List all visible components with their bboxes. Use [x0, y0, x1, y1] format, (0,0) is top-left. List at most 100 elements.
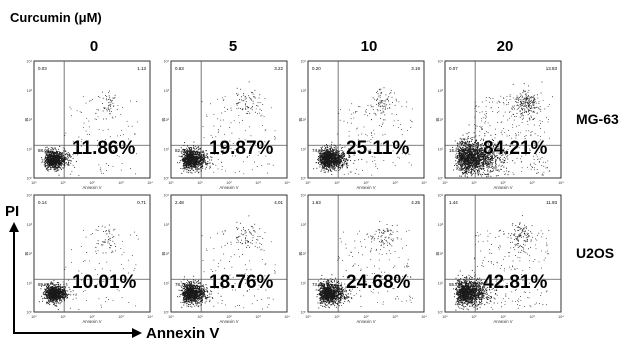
scatter-point [51, 162, 53, 164]
scatter-point [55, 154, 57, 156]
scatter-point [46, 150, 48, 152]
scatter-point [111, 116, 113, 118]
y-tick-label: 10⁴ [26, 60, 32, 64]
scatter-point [234, 172, 236, 174]
scatter-point [55, 162, 57, 164]
scatter-point [372, 106, 374, 108]
scatter-point [206, 163, 209, 165]
scatter-point [48, 154, 51, 156]
scatter-point [105, 139, 107, 141]
scatter-point [44, 163, 46, 165]
scatter-point [85, 102, 87, 104]
scatter-point [333, 161, 335, 163]
scatter-point [47, 168, 49, 170]
scatter-point [372, 108, 374, 110]
scatter-point [343, 159, 345, 161]
scatter-point [261, 110, 262, 112]
scatter-point [379, 125, 381, 126]
scatter-point [97, 96, 99, 97]
scatter-point [98, 164, 100, 166]
scatter-point [88, 120, 90, 122]
scatter-point [184, 165, 187, 167]
scatter-point [332, 150, 334, 152]
scatter-point [350, 171, 352, 173]
scatter-point [109, 97, 111, 99]
scatter-point [487, 169, 489, 171]
scatter-point [331, 154, 333, 156]
scatter-point [364, 110, 366, 112]
scatter-point [113, 97, 115, 99]
scatter-point [334, 169, 336, 171]
scatter-point [63, 160, 66, 162]
x-tick-label: 10³ [118, 181, 124, 185]
scatter-point [374, 113, 376, 115]
scatter-point [200, 159, 202, 161]
quadrant-value-ul: 0.20 [312, 66, 321, 71]
scatter-point [90, 100, 92, 102]
scatter-point [380, 101, 382, 103]
scatter-point [324, 153, 326, 155]
scatter-point [120, 113, 122, 115]
scatter-point [61, 158, 63, 160]
scatter-point [342, 162, 344, 164]
scatter-point [385, 100, 387, 102]
scatter-point [60, 153, 62, 155]
scatter-point [334, 152, 336, 154]
scatter-point [109, 136, 111, 138]
scatter-point [54, 152, 56, 154]
scatter-point [337, 152, 339, 154]
scatter-point [253, 96, 254, 98]
scatter-point [324, 171, 327, 173]
scatter-point [355, 112, 357, 114]
scatter-point [371, 106, 373, 108]
scatter-point [458, 162, 460, 164]
scatter-point [338, 163, 340, 165]
scatter-point [99, 169, 101, 171]
scatter-point [64, 150, 66, 152]
scatter-point [60, 162, 62, 164]
scatter-point [335, 170, 337, 172]
scatter-point [196, 167, 198, 169]
scatter-point [182, 158, 184, 160]
scatter-point [325, 167, 327, 169]
scatter-point [187, 163, 189, 165]
scatter-point [341, 166, 343, 168]
scatter-point [387, 99, 388, 100]
scatter-point [64, 163, 66, 165]
scatter-point [56, 163, 58, 165]
scatter-point [63, 159, 66, 161]
scatter-point [50, 153, 52, 155]
column-header-0: 0 [90, 38, 98, 55]
scatter-point [237, 93, 239, 95]
scatter-point [191, 172, 193, 174]
scatter-point [383, 103, 385, 105]
scatter-point [197, 149, 199, 151]
scatter-point [408, 162, 410, 164]
scatter-point [122, 106, 124, 108]
scatter-point [330, 159, 332, 161]
scatter-point [467, 137, 469, 139]
scatter-point [45, 147, 47, 149]
scatter-point [202, 158, 205, 160]
scatter-point [332, 153, 334, 155]
scatter-point [244, 130, 246, 132]
scatter-point [46, 161, 48, 163]
scatter-point [191, 148, 193, 151]
scatter-point [43, 161, 45, 163]
scatter-point [346, 166, 349, 169]
scatter-point [183, 162, 186, 164]
scatter-point [57, 169, 59, 171]
scatter-point [367, 115, 369, 117]
scatter-point [252, 103, 254, 105]
scatter-point [112, 165, 114, 167]
scatter-point [56, 161, 58, 163]
scatter-point [492, 162, 494, 164]
scatter-point [182, 168, 184, 170]
scatter-point [94, 118, 96, 120]
scatter-point [333, 152, 335, 154]
scatter-point [341, 154, 344, 156]
scatter-point [204, 156, 206, 158]
scatter-point [341, 167, 343, 169]
scatter-point [117, 135, 118, 137]
scatter-point [204, 153, 206, 155]
